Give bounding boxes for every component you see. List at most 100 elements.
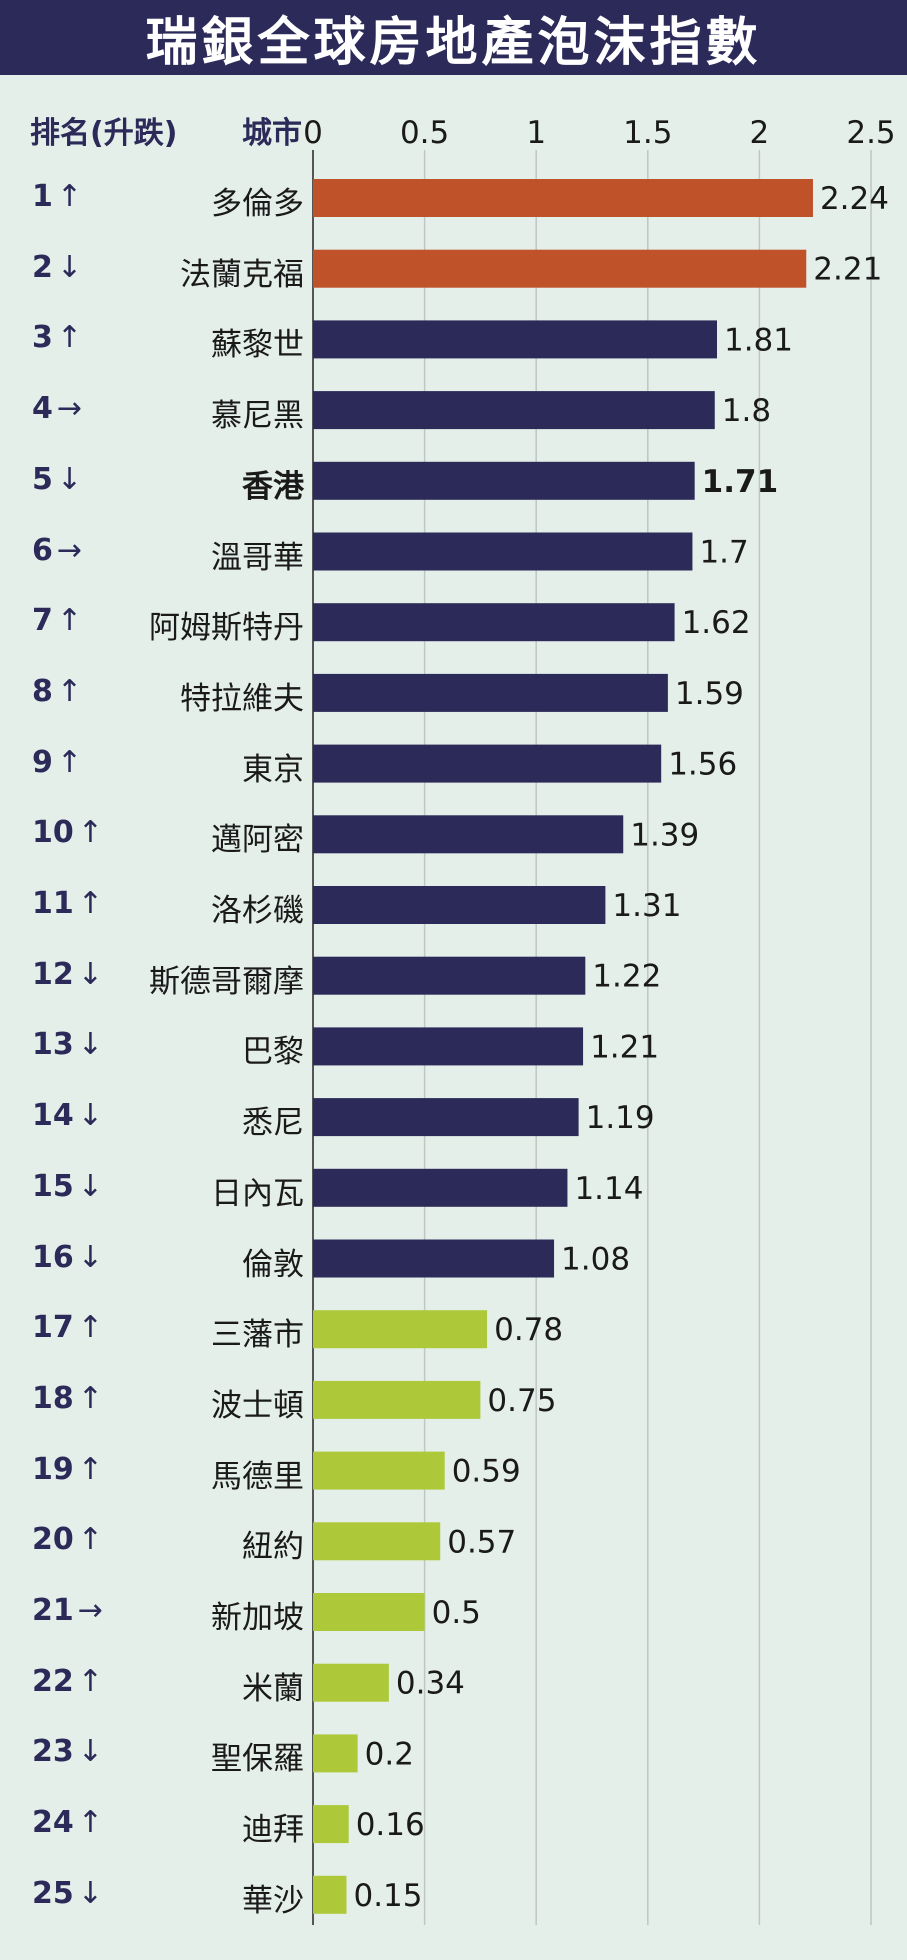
rank-change-arrow: ↓	[56, 461, 83, 497]
rank-change-arrow: ↓	[77, 1734, 103, 1770]
x-tick-label: 0.5	[400, 115, 449, 151]
value-label: 0.2	[365, 1736, 414, 1772]
rank-change-arrow: ↑	[77, 1805, 103, 1841]
bar	[313, 886, 606, 924]
rank-number: 15	[32, 1168, 74, 1204]
rank-number: 1	[32, 179, 53, 214]
rank-number: 18	[32, 1380, 74, 1416]
rank-change-arrow: ↑	[56, 673, 83, 709]
rank-change-arrow: ↓	[77, 1239, 103, 1275]
value-label: 2.21	[813, 252, 882, 288]
rank-column-header: 排名(升跌)	[30, 116, 178, 151]
bar	[313, 461, 695, 500]
value-label: 1.59	[675, 676, 744, 712]
bar	[313, 1380, 481, 1419]
rank-label: 1 ↑	[32, 179, 82, 214]
rank-change-arrow: ↑	[77, 815, 103, 851]
rank-number: 20	[32, 1522, 74, 1558]
bar	[313, 815, 624, 854]
city-label: 紐約	[242, 1529, 304, 1566]
rank-change-arrow: ↓	[77, 956, 103, 992]
value-label: 1.62	[682, 605, 751, 641]
bar	[313, 1098, 579, 1137]
city-label: 三藩市	[211, 1317, 304, 1354]
rank-change-arrow: ↑	[56, 320, 83, 356]
rank-change-arrow: ↑	[56, 603, 83, 639]
rank-label: 23 ↓	[32, 1734, 103, 1769]
rank-label: 21 →	[32, 1593, 103, 1628]
rank-number: 8	[32, 673, 53, 709]
city-label: 東京	[242, 751, 304, 788]
city-label: 法蘭克福	[180, 256, 304, 293]
rank-label: 15 ↓	[32, 1169, 103, 1204]
rank-change-arrow: ↓	[77, 1168, 103, 1204]
bar	[313, 1168, 568, 1207]
rank-change-arrow: →	[56, 391, 83, 427]
rank-label: 7 ↑	[32, 603, 82, 638]
x-tick-label: 2	[750, 115, 770, 151]
rank-label: 13 ↓	[32, 1027, 103, 1062]
rank-label: 9 ↑	[32, 745, 82, 780]
bar	[313, 1451, 445, 1490]
rank-change-arrow: →	[56, 532, 83, 568]
rank-label: 8 ↑	[32, 674, 82, 709]
value-label: 1.39	[630, 817, 699, 853]
x-tick-label: 2.5	[846, 115, 895, 151]
rank-label: 20 ↑	[32, 1522, 103, 1557]
rank-change-arrow: ↑	[56, 744, 83, 780]
rank-label: 10 ↑	[32, 815, 103, 850]
rank-change-arrow: ↓	[56, 249, 83, 285]
city-label: 慕尼黑	[211, 398, 304, 435]
bar	[313, 1593, 425, 1631]
city-label: 迪拜	[242, 1812, 304, 1849]
bar	[313, 1027, 584, 1066]
value-label: 1.71	[702, 464, 779, 500]
bar	[313, 673, 668, 712]
x-tick-label: 0	[303, 115, 323, 151]
rank-label: 5 ↓	[32, 462, 82, 497]
bar	[313, 1310, 488, 1349]
rank-number: 14	[32, 1098, 74, 1134]
bar	[313, 603, 675, 642]
bar	[313, 1875, 347, 1914]
rank-number: 12	[32, 956, 74, 992]
rank-label: 22 ↑	[32, 1664, 103, 1699]
city-label: 日內瓦	[211, 1175, 304, 1212]
value-label: 0.59	[452, 1454, 521, 1490]
value-label: 1.8	[722, 393, 771, 429]
value-label: 1.19	[586, 1100, 655, 1136]
rank-number: 22	[32, 1663, 74, 1699]
bar	[313, 320, 717, 359]
city-label: 阿姆斯特丹	[149, 610, 304, 647]
bar	[313, 1522, 441, 1561]
city-label: 香港	[242, 468, 304, 505]
rank-label: 18 ↑	[32, 1381, 103, 1416]
bar	[313, 956, 586, 995]
value-label: 1.14	[574, 1171, 643, 1207]
value-label: 1.56	[668, 747, 737, 783]
rank-label: 17 ↑	[32, 1310, 103, 1345]
city-label: 巴黎	[242, 1034, 304, 1071]
rank-change-arrow: ↑	[77, 886, 103, 921]
rank-number: 24	[32, 1805, 74, 1841]
bar	[313, 1805, 349, 1844]
value-label: 1.81	[724, 322, 793, 358]
bar	[313, 179, 813, 217]
rank-change-arrow: ↓	[77, 1875, 103, 1911]
city-label: 洛杉磯	[211, 893, 304, 929]
city-label: 倫敦	[242, 1246, 304, 1283]
rank-label: 4 →	[32, 391, 82, 426]
rank-number: 17	[32, 1310, 74, 1346]
rank-number: 23	[32, 1734, 74, 1770]
bar	[313, 1239, 555, 1278]
title-bar: 瑞銀全球房地產泡沫指數	[0, 0, 907, 75]
x-tick-label: 1	[526, 115, 546, 151]
bar	[313, 1734, 358, 1773]
rank-label: 6 →	[32, 533, 82, 568]
rank-number: 13	[32, 1027, 74, 1063]
value-label: 2.24	[820, 181, 889, 217]
bar	[313, 249, 807, 288]
value-label: 0.57	[447, 1524, 516, 1560]
rank-label: 25 ↓	[32, 1876, 103, 1911]
